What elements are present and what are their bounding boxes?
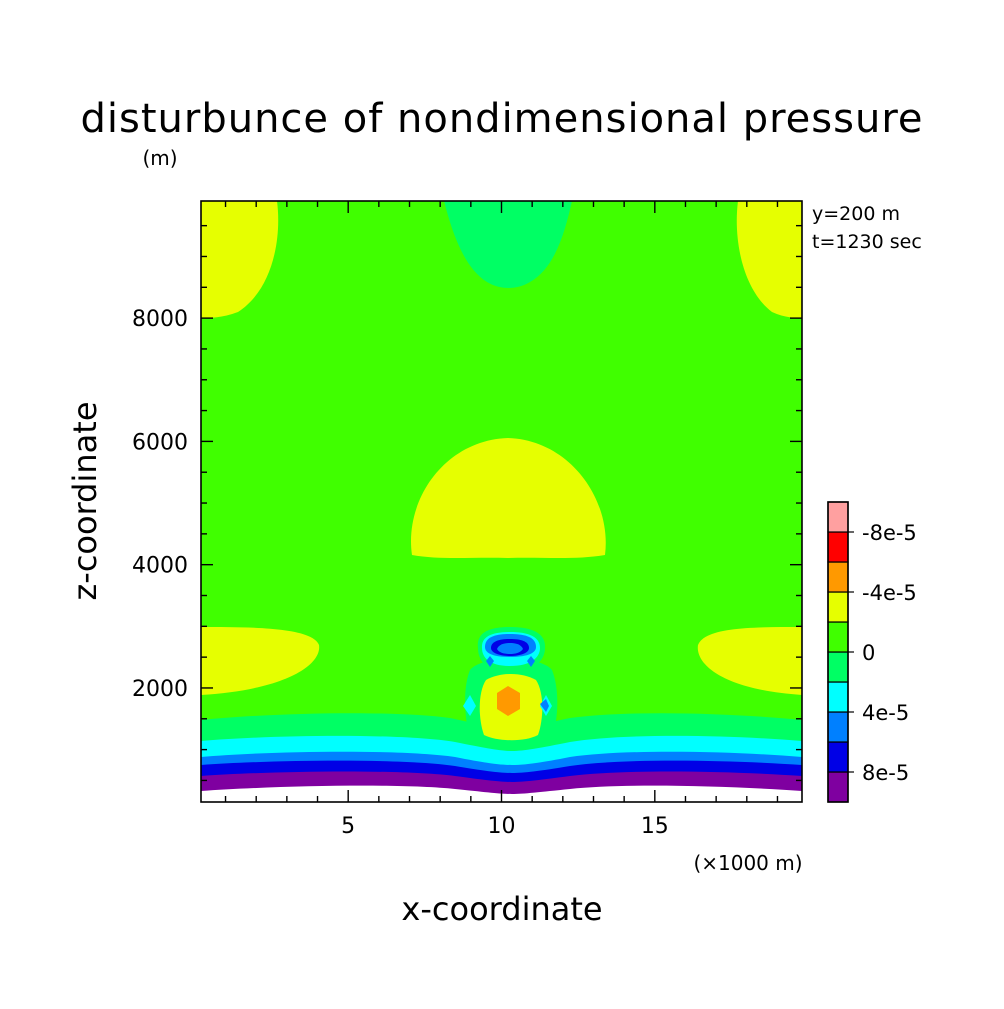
colorbar-swatch <box>827 651 849 683</box>
x-unit-label: (×1000 m) <box>693 851 802 875</box>
colorbar-labels: -8e-5 -4e-5 0 4e-5 8e-5 <box>862 521 917 785</box>
colorbar-swatch <box>827 561 849 593</box>
colorbar-swatch <box>827 531 849 563</box>
contour-left-lobe <box>201 627 320 695</box>
colorbar-swatch <box>827 681 849 713</box>
colorbar-swatch <box>827 501 849 533</box>
contour-top-left <box>201 201 279 318</box>
x-tick-label: 15 <box>641 814 669 839</box>
annotation-t: t=1230 sec <box>812 231 922 253</box>
colorbar-swatch <box>827 591 849 623</box>
x-tick-labels: 5 10 15 <box>341 814 669 839</box>
y-axis-title: z-coordinate <box>66 401 104 600</box>
x-tick-label: 10 <box>488 814 516 839</box>
contour-field <box>201 201 802 802</box>
colorbar-swatch <box>827 741 849 773</box>
contour-dome <box>411 438 606 558</box>
axis-ticks <box>201 201 802 802</box>
colorbar-swatch <box>827 621 849 653</box>
y-tick-label: 2000 <box>132 677 188 702</box>
cell-foot-right <box>527 656 535 667</box>
colorbar-label: 0 <box>862 641 875 665</box>
colorbar-label: 8e-5 <box>862 761 909 785</box>
y-tick-label: 4000 <box>132 554 188 579</box>
colorbar <box>827 501 854 803</box>
cell-foot-left <box>486 656 494 667</box>
colorbar-swatch <box>827 711 849 743</box>
colorbar-swatch <box>827 771 849 803</box>
x-tick-label: 5 <box>341 814 355 839</box>
colorbar-label: -8e-5 <box>862 521 917 545</box>
contour-right-lobe <box>697 627 802 695</box>
cell-inner <box>497 643 523 654</box>
contour-top-right <box>736 201 802 318</box>
chart-title: disturbunce of nondimensional pressure <box>81 96 924 142</box>
y-tick-labels: 2000 4000 6000 8000 <box>132 307 188 702</box>
contour-top-center <box>444 201 572 288</box>
bubble-core <box>497 686 520 716</box>
y-unit-label: (m) <box>142 146 177 170</box>
colorbar-label: 4e-5 <box>862 701 909 725</box>
y-tick-label: 6000 <box>132 430 188 455</box>
annotation-y: y=200 m <box>812 203 900 225</box>
colorbar-label: -4e-5 <box>862 581 917 605</box>
y-tick-label: 8000 <box>132 307 188 332</box>
bubble-side-left <box>463 695 476 716</box>
bubble-side-right-inner <box>540 699 549 712</box>
x-axis-title: x-coordinate <box>401 890 602 928</box>
